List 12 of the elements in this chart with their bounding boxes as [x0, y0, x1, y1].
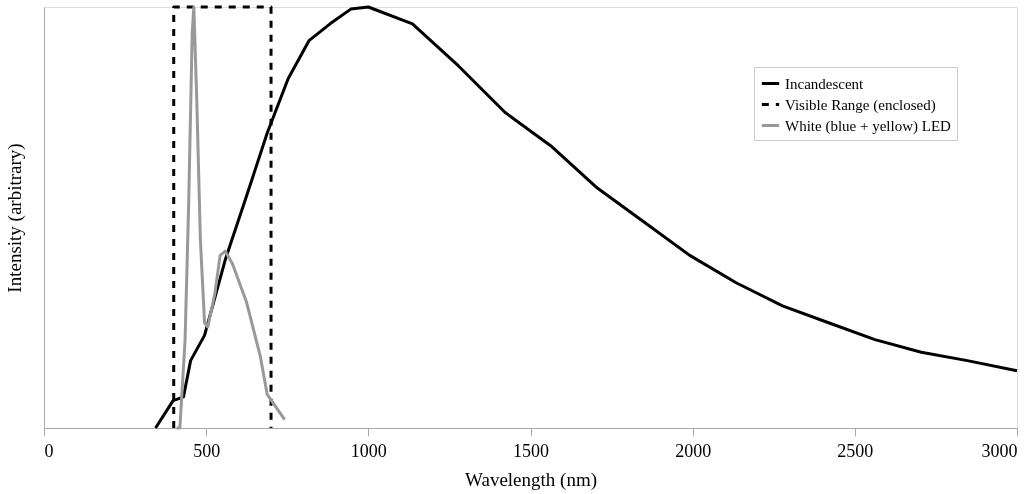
- legend-label: White (blue + yellow) LED: [785, 117, 952, 135]
- legend-label: Visible Range (enclosed): [785, 96, 936, 114]
- x-tick-label: 500: [193, 440, 221, 461]
- x-tick-label: 3000: [981, 440, 1018, 461]
- x-tick-label: 2500: [837, 440, 874, 461]
- x-tick-label: 1500: [513, 440, 549, 461]
- x-tick-label: 2000: [675, 440, 712, 461]
- y-axis-title: Intensity (arbitrary): [3, 143, 26, 293]
- legend-label: Incandescent: [785, 75, 865, 92]
- x-tick-label: 1000: [350, 440, 387, 461]
- x-axis-title: Wavelength (nm): [465, 468, 597, 491]
- x-tick-label: 0: [44, 440, 54, 461]
